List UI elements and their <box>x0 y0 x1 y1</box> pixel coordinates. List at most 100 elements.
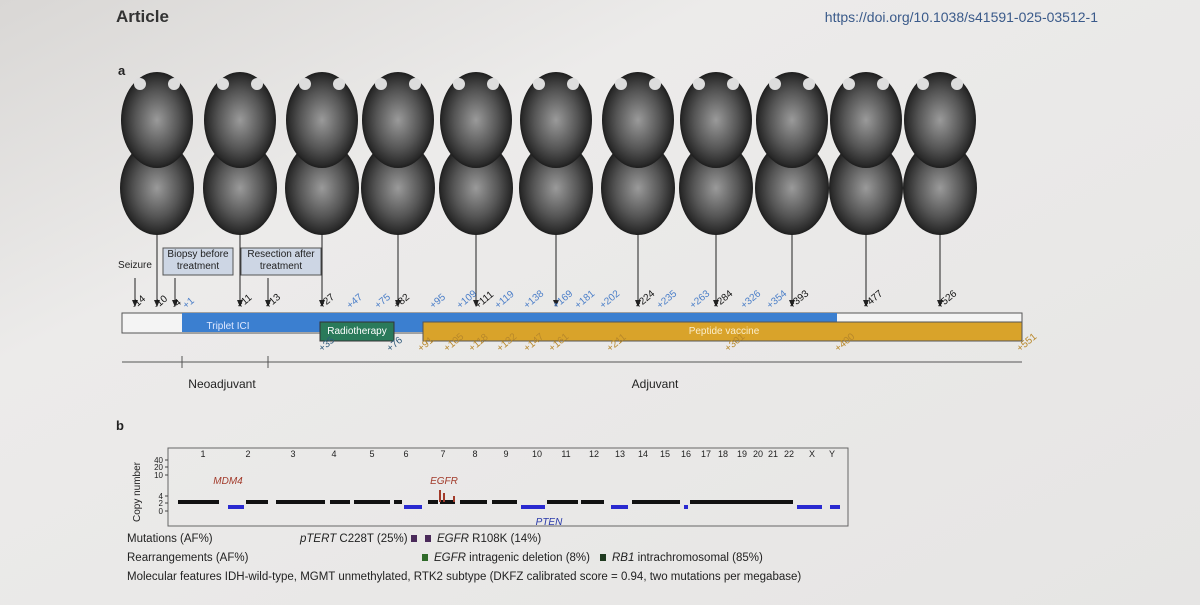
marker <box>843 78 855 90</box>
mri-scan <box>601 141 675 235</box>
arrowhead <box>713 300 719 307</box>
copy-segment <box>521 505 545 509</box>
detail: C228T (25%) <box>339 533 407 545</box>
mri-scan <box>120 141 194 235</box>
mri-scan <box>121 72 193 168</box>
bar-label: Radiotherapy <box>327 326 386 337</box>
legend-square <box>600 554 606 561</box>
mri-scan <box>204 72 276 168</box>
legend-square <box>425 535 431 542</box>
y-tick-label: 4 <box>159 492 164 501</box>
mri-scan <box>755 141 829 235</box>
y-tick-label: 10 <box>154 471 163 480</box>
chromosome-label: 19 <box>737 449 747 459</box>
marker <box>533 78 545 90</box>
arrowhead <box>319 300 325 307</box>
copy-segment <box>394 500 402 504</box>
arrowhead <box>172 300 178 307</box>
chromosome-label: 21 <box>768 449 778 459</box>
event-box <box>240 247 322 276</box>
arrowhead <box>395 300 401 307</box>
gene: EGFR <box>437 533 469 545</box>
chromosome-label: 22 <box>784 449 794 459</box>
marker <box>333 78 345 90</box>
detail: intrachromosomal (85%) <box>638 552 763 564</box>
marker <box>251 78 263 90</box>
mri-scan <box>286 72 358 168</box>
marker <box>803 78 815 90</box>
phase-label: Neoadjuvant <box>188 377 256 391</box>
chromosome-label: 14 <box>638 449 648 459</box>
event-label: Biopsy before treatment <box>167 249 229 272</box>
marker <box>409 78 421 90</box>
mri-scan <box>203 141 277 235</box>
marker <box>375 78 387 90</box>
mri-scan <box>361 141 435 235</box>
arrowhead <box>237 300 243 307</box>
mri-scan <box>602 72 674 168</box>
marker <box>769 78 781 90</box>
event-label-box: Biopsy before treatment <box>167 249 229 272</box>
features: Mutations (AF%) pTERT C228T (25%) EGFR R… <box>127 533 801 583</box>
chromosome-label: 8 <box>472 449 477 459</box>
mutation-item: EGFR R108K (14%) <box>437 533 541 545</box>
marker <box>168 78 180 90</box>
arrowhead <box>937 300 943 307</box>
y-tick-label: 0 <box>159 507 164 516</box>
event-label: Seizure <box>118 260 152 271</box>
chromosome-label: 17 <box>701 449 711 459</box>
chromosome-label: 10 <box>532 449 542 459</box>
bar-label: Triplet ICI <box>207 321 250 332</box>
radiotherapy-bar <box>319 321 395 342</box>
arrowhead <box>863 300 869 307</box>
event-box <box>162 247 234 276</box>
y-tick-label: 40 <box>154 456 163 465</box>
mri-scan <box>680 72 752 168</box>
event-label-box: Resection after treatment <box>247 249 314 272</box>
mri-scan <box>829 141 903 235</box>
mri-scan <box>440 72 512 168</box>
plot-frame <box>167 447 849 527</box>
mri-scan <box>439 141 513 235</box>
rearrangement-item: RB1 intrachromosomal (85%) <box>612 552 763 564</box>
mutation-item: pTERT C228T (25%) <box>299 533 408 545</box>
y-axis-label: Copy number <box>132 461 143 522</box>
chromosome-label: 1 <box>200 449 205 459</box>
mri-images <box>120 72 977 235</box>
vaccine-bar <box>422 321 1023 342</box>
marker <box>649 78 661 90</box>
chromosome-label: 15 <box>660 449 670 459</box>
chromosome-label: 16 <box>681 449 691 459</box>
copy-segment <box>797 505 822 509</box>
arrowhead <box>132 300 138 307</box>
arrowhead <box>635 300 641 307</box>
legend-square <box>422 554 428 561</box>
detail: R108K (14%) <box>472 533 541 545</box>
copy-segment <box>830 505 840 509</box>
mri-scan <box>519 141 593 235</box>
copy-segment <box>632 500 680 504</box>
mri-scan <box>756 72 828 168</box>
mri-scan <box>903 141 977 235</box>
copy-segment <box>428 500 438 504</box>
chromosome-label: 20 <box>753 449 763 459</box>
chromosome-label: 5 <box>369 449 374 459</box>
arrowhead <box>154 300 160 307</box>
rearrangement-item: EGFR intragenic deletion (8%) <box>434 552 590 564</box>
copy-segment <box>460 500 487 504</box>
phase-label: Adjuvant <box>632 377 679 391</box>
marker <box>917 78 929 90</box>
gene-label: MDM4 <box>213 476 243 487</box>
row-label: Rearrangements (AF%) <box>127 552 249 564</box>
copy-segment <box>547 500 578 504</box>
panel-label: a <box>118 63 126 78</box>
mri-scan <box>362 72 434 168</box>
chromosome-label: X <box>809 449 815 459</box>
arrowhead <box>265 300 271 307</box>
arrowhead <box>473 300 479 307</box>
marker <box>693 78 705 90</box>
copy-segment <box>684 505 688 509</box>
y-tick-label: 2 <box>159 499 164 508</box>
marker <box>877 78 889 90</box>
chromosome-label: 13 <box>615 449 625 459</box>
